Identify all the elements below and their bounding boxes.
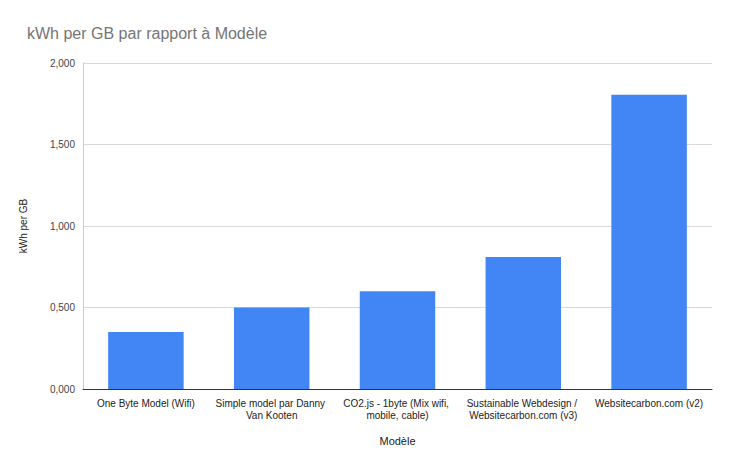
svg-text:2,000: 2,000 bbox=[50, 58, 75, 69]
svg-text:Sustainable Webdesign /: Sustainable Webdesign / bbox=[467, 398, 580, 409]
svg-text:Websitecarbon.com (v3): Websitecarbon.com (v3) bbox=[469, 410, 577, 421]
svg-text:Simple model par Danny: Simple model par Danny bbox=[216, 398, 328, 409]
svg-text:0,000: 0,000 bbox=[50, 384, 75, 395]
svg-text:1,000: 1,000 bbox=[50, 221, 75, 232]
svg-text:1,500: 1,500 bbox=[50, 139, 75, 150]
svg-text:0,500: 0,500 bbox=[50, 302, 75, 313]
svg-text:Van Kooten: Van Kooten bbox=[246, 410, 298, 421]
svg-text:kWh per GB: kWh per GB bbox=[18, 198, 29, 253]
svg-text:Modèle: Modèle bbox=[379, 435, 415, 447]
svg-text:One Byte Model (Wifi): One Byte Model (Wifi) bbox=[97, 398, 195, 409]
svg-text:kWh per GB par rapport à Modèl: kWh per GB par rapport à Modèle bbox=[27, 25, 267, 42]
svg-text:CO2.js - 1byte (Mix wifi,: CO2.js - 1byte (Mix wifi, bbox=[343, 398, 451, 409]
svg-text:mobile, cable): mobile, cable) bbox=[366, 410, 428, 421]
svg-text:Websitecarbon.com (v2): Websitecarbon.com (v2) bbox=[595, 398, 703, 409]
